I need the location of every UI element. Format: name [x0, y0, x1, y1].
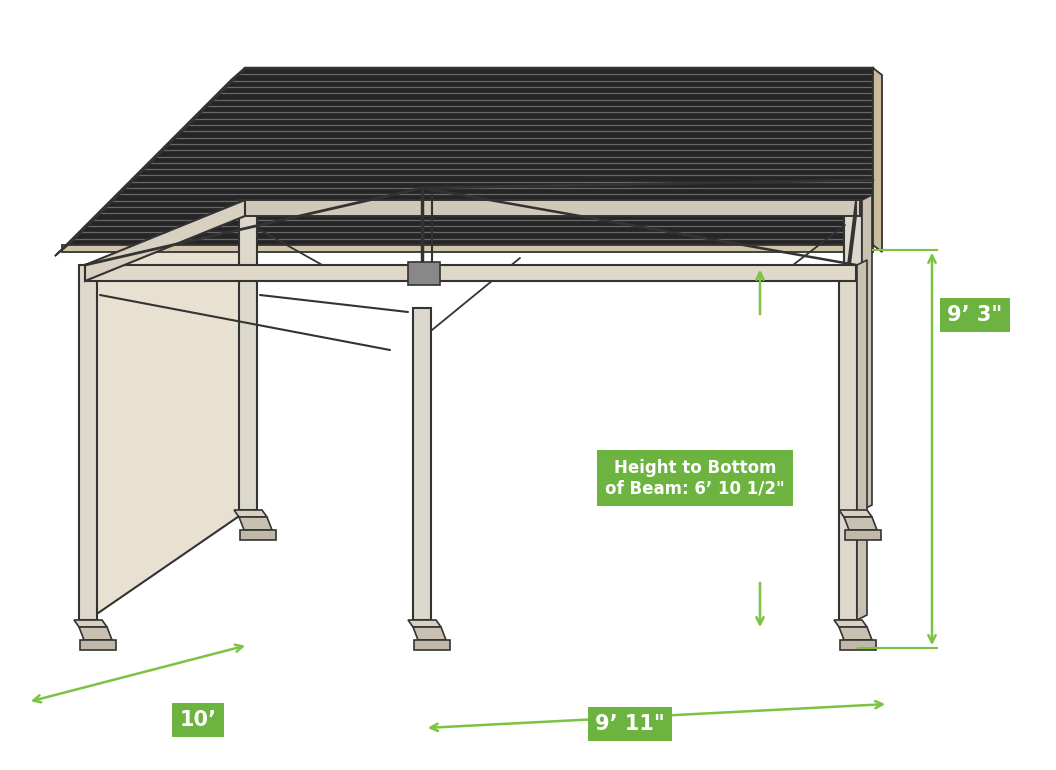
Polygon shape [840, 510, 872, 517]
Polygon shape [68, 68, 873, 245]
Polygon shape [79, 265, 97, 620]
Polygon shape [88, 200, 248, 620]
Polygon shape [857, 260, 867, 620]
Polygon shape [55, 68, 245, 256]
Polygon shape [845, 530, 881, 540]
Polygon shape [239, 517, 272, 530]
Polygon shape [408, 262, 440, 285]
Text: 10’: 10’ [180, 710, 216, 730]
Polygon shape [234, 510, 267, 517]
Text: Height to Bottom
of Beam: 6’ 10 1/2": Height to Bottom of Beam: 6’ 10 1/2" [605, 459, 785, 497]
Polygon shape [873, 68, 882, 252]
Polygon shape [62, 245, 873, 252]
Polygon shape [74, 620, 107, 627]
Polygon shape [80, 640, 116, 650]
Polygon shape [862, 195, 872, 510]
Polygon shape [408, 620, 441, 627]
Polygon shape [844, 517, 876, 530]
Polygon shape [413, 627, 446, 640]
Text: 9’ 11": 9’ 11" [596, 714, 665, 734]
Polygon shape [848, 200, 856, 281]
Text: 9’ 3": 9’ 3" [947, 305, 1002, 325]
Polygon shape [239, 200, 257, 510]
Polygon shape [413, 308, 431, 620]
Polygon shape [840, 640, 876, 650]
Polygon shape [79, 627, 112, 640]
Polygon shape [840, 627, 872, 640]
Polygon shape [240, 530, 276, 540]
Polygon shape [245, 200, 860, 216]
Polygon shape [84, 265, 856, 281]
Polygon shape [844, 200, 862, 510]
Polygon shape [834, 620, 867, 627]
Polygon shape [414, 640, 450, 650]
Polygon shape [84, 200, 245, 281]
Polygon shape [840, 265, 857, 620]
